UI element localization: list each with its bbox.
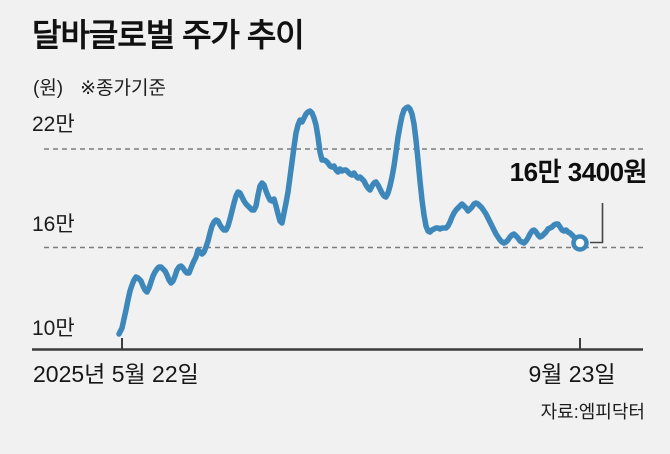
y-axis-tick-100k: 10만 xyxy=(32,317,75,340)
price-line-series xyxy=(116,104,583,337)
x-axis-end-label: 9월 23일 xyxy=(528,361,616,387)
page-title: 달바글로벌 주가 추이 xyxy=(32,17,305,53)
chart-subtitle: (원) ※종가기준 xyxy=(33,78,166,100)
basis-note: ※종가기준 xyxy=(80,78,166,99)
y-axis-tick-220k: 22만 xyxy=(32,113,75,136)
last-price-marker xyxy=(571,234,589,252)
x-axis-start-label: 2025년 5월 22일 xyxy=(33,361,199,387)
y-axis-tick-160k: 16만 xyxy=(32,213,75,236)
last-price-annotation: 16만 3400원 xyxy=(509,157,648,187)
annotation-connector-line xyxy=(590,203,604,244)
unit-label: (원) xyxy=(33,78,64,99)
data-source-credit: 자료:엠피닥터 xyxy=(540,402,645,422)
